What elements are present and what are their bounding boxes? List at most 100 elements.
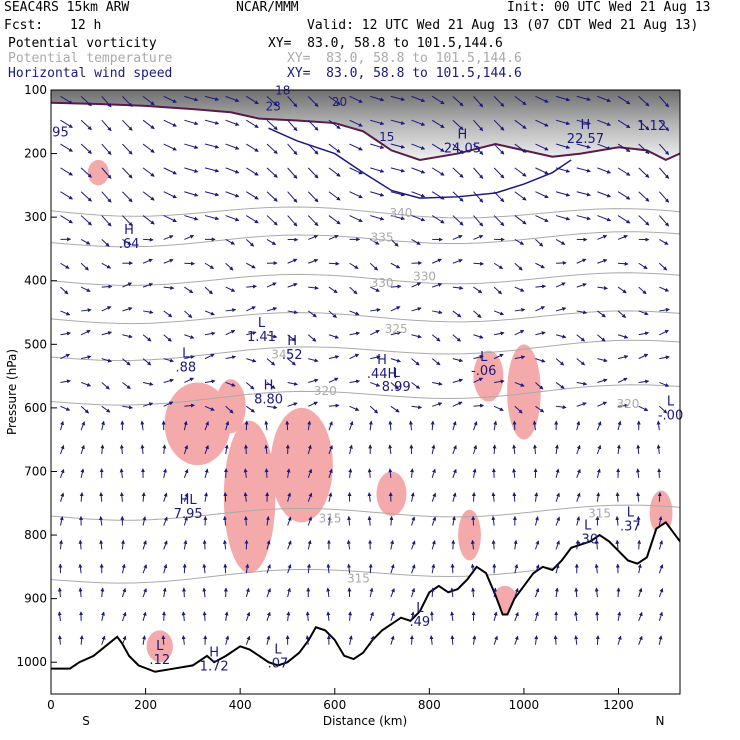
wind-vector-arrow (265, 515, 270, 526)
wind-vector-arrow (597, 310, 606, 318)
wind-vector-arrow (287, 191, 298, 203)
wind-vector-arrow (225, 191, 240, 198)
wind-vector-arrow (183, 539, 188, 550)
wind-vector-arrow (451, 539, 456, 550)
wind-vector-arrow (514, 286, 525, 292)
wind-vector-arrow (163, 401, 174, 407)
wind-vector-arrow (60, 167, 73, 176)
wind-vector-arrow (59, 468, 65, 479)
wind-vector-arrow (183, 468, 189, 479)
wind-vector-arrow (142, 564, 147, 574)
wind-vector-arrow (122, 334, 133, 339)
x-tick-label: 1200 (603, 698, 634, 712)
wind-vector-arrow (390, 95, 406, 101)
wind-vector-arrow (615, 492, 620, 502)
extremum-marker: H (287, 334, 297, 349)
wind-vector-arrow (555, 307, 567, 312)
wind-vector-arrow (597, 235, 608, 240)
wind-vector-arrow (60, 286, 69, 295)
wind-vector-arrow (119, 444, 124, 455)
wind-vector-arrow (555, 492, 560, 502)
wind-vector-arrow (308, 401, 318, 407)
extremum-value: 1.12 (637, 119, 666, 134)
wind-vector-arrow (60, 331, 71, 336)
wind-vector-arrow (638, 331, 650, 336)
wind-vector-arrow (638, 353, 649, 360)
fcst-label: Fcst: (4, 18, 44, 33)
wind-vector-arrow (411, 516, 416, 526)
wind-vector-arrow (576, 381, 588, 386)
wind-vector-arrow (101, 143, 112, 156)
wind-vector-arrow (576, 310, 588, 315)
wind-vector-arrow (473, 421, 478, 431)
wind-vector-arrow (287, 96, 298, 108)
wind-vector-arrow (473, 143, 484, 156)
wind-vector-arrow (473, 355, 484, 360)
extremum-value: 8.80 (254, 393, 283, 408)
wind-vector-arrow (60, 215, 73, 224)
wind-vector-arrow (202, 587, 207, 598)
wind-vector-arrow (287, 381, 299, 386)
extremum-marker: L (584, 518, 592, 533)
wind-vector-arrow (411, 143, 426, 150)
field-wind-name: Horizontal wind speed (8, 66, 173, 81)
wind-vector-arrow (638, 95, 650, 107)
y-tick-label: 400 (24, 274, 47, 288)
wind-vector-arrow (637, 563, 642, 574)
pv-positive-region (458, 509, 481, 561)
wind-vector-arrow (287, 167, 298, 179)
wind-vector-arrow (245, 611, 251, 622)
wind-vector-arrow (638, 286, 647, 295)
wind-vector-arrow (431, 143, 445, 152)
wind-vector-arrow (184, 234, 195, 240)
wind-vector-arrow (369, 238, 380, 245)
wind-contour-label: 20 (332, 95, 347, 109)
wind-vector-arrow (473, 261, 485, 266)
wind-vector-arrow (182, 587, 187, 598)
wind-vector-arrow (245, 382, 255, 390)
wind-vector-arrow (264, 468, 269, 478)
wind-vector-arrow (184, 215, 199, 221)
wind-vector-arrow (163, 358, 174, 363)
wind-vector-arrow (349, 405, 360, 411)
wind-vector-arrow (576, 191, 591, 197)
wind-vector-arrow (493, 310, 505, 316)
wind-vector-arrow (142, 587, 147, 598)
wind-vector-arrow (555, 468, 560, 478)
wind-vector-arrow (656, 420, 661, 431)
wind-vector-arrow (554, 444, 559, 455)
wind-vector-arrow (659, 286, 670, 292)
wind-vector-arrow (287, 143, 298, 156)
wind-vector-arrow (287, 258, 298, 264)
y-tick-label: 600 (24, 401, 47, 415)
wind-vector-arrow (328, 492, 333, 502)
wind-vector-arrow (184, 355, 195, 360)
wind-vector-arrow (225, 119, 240, 126)
theta-contour-label: 325 (385, 322, 408, 336)
wind-vector-arrow (142, 282, 154, 288)
wind-vector-arrow (245, 563, 250, 574)
wind-vector-arrow (287, 564, 292, 574)
wind-vector-arrow (452, 310, 462, 318)
wind-vector-arrow (554, 587, 559, 598)
extremum-marker: L (416, 601, 424, 616)
wind-vector-arrow (328, 286, 338, 294)
wind-vector-arrow (368, 563, 373, 574)
below-ground-mask (51, 522, 680, 694)
wind-vector-arrow (410, 492, 415, 502)
wind-vector-arrow (534, 492, 539, 502)
wind-vector-arrow (576, 167, 591, 173)
wind-vector-arrow (388, 444, 393, 455)
wind-vector-arrow (305, 611, 310, 621)
wind-vector-arrow (431, 516, 437, 526)
wind-vector-arrow (101, 331, 113, 336)
wind-vector-arrow (246, 191, 259, 200)
wind-vector-arrow (472, 635, 477, 645)
wind-vector-arrow (78, 587, 83, 598)
wind-vector-arrow (184, 95, 199, 102)
wind-vector-arrow (390, 331, 402, 336)
wind-vector-arrow (535, 191, 549, 199)
wind-vector-arrow (450, 635, 455, 645)
wind-vector-arrow (514, 355, 526, 360)
extremum-marker: H (581, 118, 591, 133)
